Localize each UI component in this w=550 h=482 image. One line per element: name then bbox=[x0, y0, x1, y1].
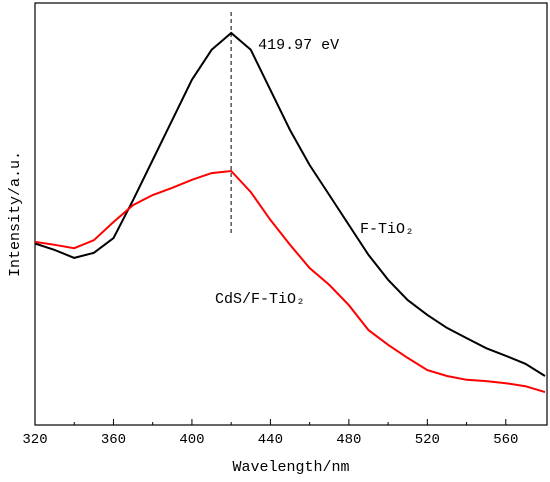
series-line bbox=[34, 31, 546, 377]
x-tick-label: 320 bbox=[22, 432, 47, 448]
plot-frame bbox=[34, 2, 548, 426]
x-tick-label: 560 bbox=[493, 432, 518, 448]
series-line bbox=[34, 169, 546, 394]
x-tick-label: 360 bbox=[101, 432, 126, 448]
x-tick-label: 480 bbox=[336, 432, 361, 448]
x-tick-label: 400 bbox=[179, 432, 204, 448]
x-tick-label: 520 bbox=[415, 432, 440, 448]
peak-annotation: 419.97 eV bbox=[258, 37, 339, 54]
series-label: F-TiO₂ bbox=[360, 221, 414, 238]
x-axis-label: Wavelength/nm bbox=[232, 459, 349, 476]
y-axis-label: Intensity/a.u. bbox=[7, 151, 24, 277]
x-tick-label: 440 bbox=[258, 432, 283, 448]
series-label: CdS/F-TiO₂ bbox=[215, 291, 305, 308]
